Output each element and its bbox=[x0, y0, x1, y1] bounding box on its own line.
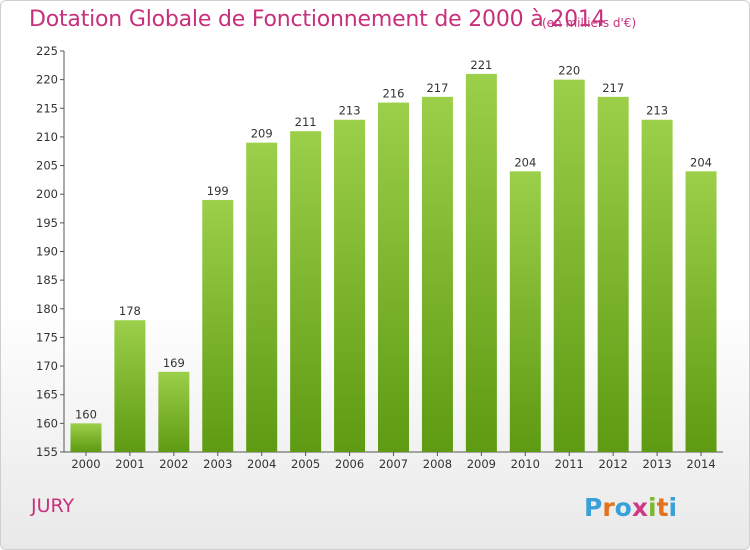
bar-value-label: 211 bbox=[295, 115, 317, 129]
bar-value-label: 217 bbox=[602, 81, 624, 95]
bar bbox=[290, 131, 322, 452]
y-tick-label: 190 bbox=[36, 245, 58, 259]
y-tick-label: 205 bbox=[36, 159, 58, 173]
bar-value-label: 204 bbox=[690, 155, 712, 169]
y-tick-label: 225 bbox=[36, 44, 58, 58]
x-tick-label: 2008 bbox=[423, 457, 452, 471]
y-tick-label: 200 bbox=[36, 187, 58, 201]
chart-title: Dotation Globale de Fonctionnement de 20… bbox=[29, 7, 606, 32]
x-tick-label: 2011 bbox=[555, 457, 584, 471]
bar bbox=[685, 171, 717, 453]
bar-value-label: 178 bbox=[119, 304, 141, 318]
y-tick-label: 155 bbox=[36, 445, 58, 459]
bar-value-label: 221 bbox=[470, 58, 492, 72]
bar bbox=[378, 102, 409, 453]
svg-text:Proxiti: Proxiti bbox=[584, 493, 677, 522]
x-tick-label: 2001 bbox=[115, 457, 144, 471]
chart-bars: 160 178 169 199 209 211 213 216 217 221 204 220 217 2… bbox=[70, 58, 717, 453]
y-tick-label: 170 bbox=[36, 359, 58, 373]
y-tick-label: 195 bbox=[36, 216, 58, 230]
bar bbox=[641, 119, 673, 452]
x-tick-label: 2000 bbox=[71, 457, 100, 471]
bar-value-label: 216 bbox=[383, 87, 405, 101]
y-tick-label: 185 bbox=[36, 273, 58, 287]
y-tick-label: 215 bbox=[36, 101, 58, 115]
bar-value-label: 204 bbox=[514, 155, 536, 169]
y-tick-label: 220 bbox=[36, 73, 58, 87]
bar bbox=[158, 371, 190, 452]
x-tick-label: 2005 bbox=[291, 457, 320, 471]
bar-value-label: 160 bbox=[75, 407, 97, 421]
y-tick-label: 210 bbox=[36, 130, 58, 144]
x-tick-label: 2010 bbox=[511, 457, 540, 471]
bar bbox=[334, 119, 366, 452]
x-tick-label: 2003 bbox=[203, 457, 232, 471]
y-tick-label: 165 bbox=[36, 388, 58, 402]
x-tick-label: 2002 bbox=[159, 457, 188, 471]
x-tick-label: 2006 bbox=[335, 457, 364, 471]
y-tick-label: 180 bbox=[36, 302, 58, 316]
chart-axes: 155 160 165 170 175 180 185 190 195 200 205 210 215 2… bbox=[36, 44, 723, 471]
chart-subtitle: (en milliers d'€) bbox=[542, 16, 637, 30]
x-tick-label: 2009 bbox=[467, 457, 496, 471]
x-tick-label: 2012 bbox=[599, 457, 628, 471]
commune-name: JURY bbox=[31, 495, 75, 517]
bar bbox=[246, 142, 278, 452]
bar-value-label: 209 bbox=[251, 127, 273, 141]
x-tick-label: 2007 bbox=[379, 457, 408, 471]
bar bbox=[70, 423, 102, 452]
bar bbox=[465, 73, 497, 453]
bar bbox=[202, 199, 234, 452]
y-tick-label: 160 bbox=[36, 416, 58, 430]
bar bbox=[114, 320, 146, 452]
bar bbox=[509, 171, 541, 453]
bar bbox=[421, 96, 453, 452]
bar-value-label: 217 bbox=[426, 81, 448, 95]
y-tick-label: 175 bbox=[36, 330, 58, 344]
x-tick-label: 2013 bbox=[642, 457, 671, 471]
x-tick-label: 2014 bbox=[686, 457, 715, 471]
proxiti-logo[interactable]: Proxiti bbox=[584, 490, 694, 524]
bar-value-label: 199 bbox=[207, 184, 229, 198]
bar bbox=[553, 79, 585, 453]
bar-value-label: 213 bbox=[339, 104, 361, 118]
bar-value-label: 169 bbox=[163, 356, 185, 370]
bar-value-label: 213 bbox=[646, 104, 668, 118]
x-tick-label: 2004 bbox=[247, 457, 276, 471]
bar bbox=[597, 96, 629, 452]
bar-value-label: 220 bbox=[558, 64, 580, 78]
